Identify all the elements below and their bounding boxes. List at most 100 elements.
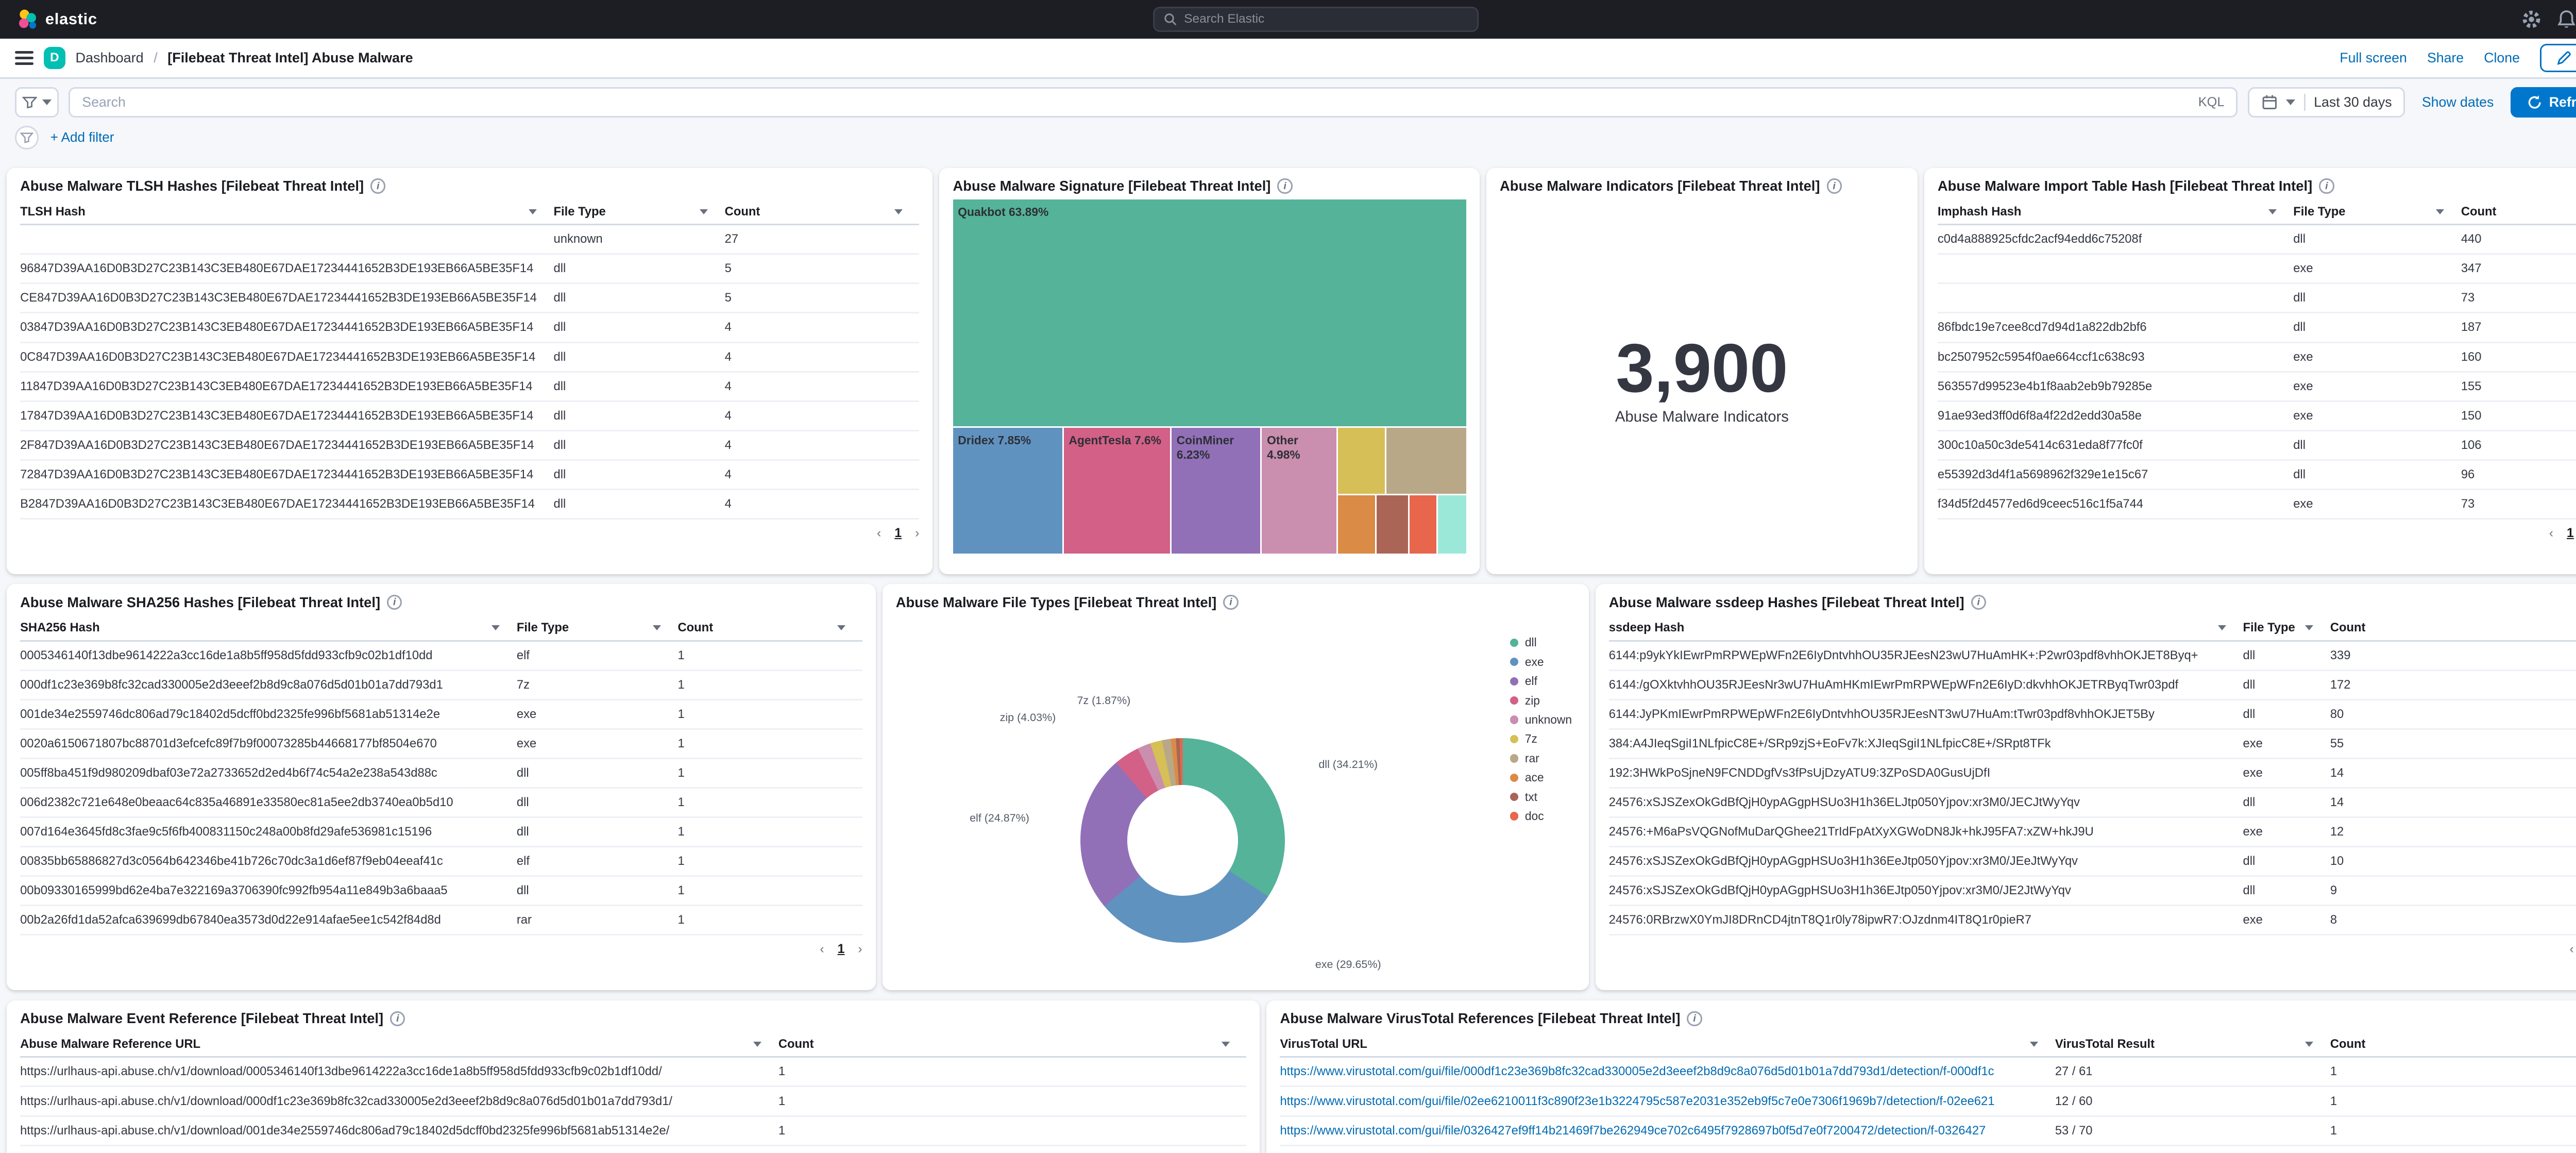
breadcrumb-separator	[154, 50, 158, 66]
table-row: 2F847D39AA16D0B3D27C23B143C3EB480E67DAE1…	[20, 430, 919, 460]
info-icon[interactable]: i	[390, 1011, 405, 1026]
column-header[interactable]: SHA256 Hash	[20, 615, 517, 641]
global-search[interactable]	[1154, 7, 1479, 32]
kql-language-toggle[interactable]: KQL	[2198, 95, 2225, 110]
legend-item[interactable]: zip	[1510, 694, 1572, 708]
table-cell: 17847D39AA16D0B3D27C23B143C3EB480E67DAE1…	[20, 401, 553, 430]
table-cell: 192:3HWkPoSjneN9FCNDDgfVs3fPsUjDzyATU9:3…	[1609, 759, 2243, 788]
panel-title: Abuse Malware SHA256 Hashes [Filebeat Th…	[20, 594, 862, 611]
legend-item[interactable]: dll	[1510, 636, 1572, 649]
show-dates-link[interactable]: Show dates	[2422, 94, 2494, 110]
treemap-block[interactable]	[1410, 495, 1438, 554]
legend-item[interactable]: elf	[1510, 674, 1572, 688]
treemap-block-dridex[interactable]: Dridex 7.85%	[953, 428, 1064, 554]
settings-gear-icon[interactable]	[2521, 9, 2541, 29]
table-cell: exe	[2243, 817, 2330, 847]
next-page-icon[interactable]: ›	[915, 526, 919, 541]
next-page-icon[interactable]: ›	[858, 942, 862, 957]
column-header[interactable]: Count	[778, 1032, 1246, 1057]
global-search-input[interactable]	[1184, 12, 1469, 26]
table-cell: 1	[2330, 1145, 2576, 1153]
breadcrumb-dashboard[interactable]: Dashboard	[76, 50, 144, 66]
cell-link[interactable]: https://www.virustotal.com/gui/file/000d…	[1280, 1064, 1994, 1078]
clone-button[interactable]: Clone	[2484, 50, 2520, 66]
column-header[interactable]: File Type	[517, 615, 678, 641]
column-header[interactable]: File Type	[2243, 615, 2330, 641]
table-cell: 000df1c23e369b8fc32cad330005e2d3eeef2b8d…	[20, 670, 517, 699]
time-range-value[interactable]: Last 30 days	[2314, 94, 2392, 110]
treemap-block-agenttesla[interactable]: AgentTesla 7.6%	[1064, 428, 1172, 554]
treemap-block[interactable]	[1377, 495, 1410, 554]
info-icon[interactable]: i	[1223, 595, 1238, 610]
share-button[interactable]: Share	[2427, 50, 2464, 66]
legend-item[interactable]: txt	[1510, 790, 1572, 804]
info-icon[interactable]: i	[387, 595, 402, 610]
legend-item[interactable]: ace	[1510, 771, 1572, 784]
full-screen-button[interactable]: Full screen	[2340, 50, 2407, 66]
table-cell: dll	[554, 313, 725, 342]
table-cell: 155	[2461, 372, 2576, 401]
legend-label: exe	[1525, 655, 1544, 669]
info-icon[interactable]: i	[1277, 178, 1292, 193]
prev-page-icon[interactable]: ‹	[2570, 942, 2574, 957]
legend-item[interactable]: unknown	[1510, 713, 1572, 727]
info-icon[interactable]: i	[1971, 595, 1986, 610]
treemap-block[interactable]	[1438, 495, 1466, 554]
column-header[interactable]: VirusTotal Result	[2055, 1032, 2330, 1057]
info-icon[interactable]: i	[370, 178, 385, 193]
table-cell: 6144:/gOXktvhhOU35RJEesNr3wU7HuAmHKmIEwr…	[1609, 670, 2243, 699]
column-header[interactable]: Abuse Malware Reference URL	[20, 1032, 778, 1057]
prev-page-icon[interactable]: ‹	[877, 526, 881, 541]
filter-settings-icon[interactable]	[15, 126, 39, 149]
legend-item[interactable]: rar	[1510, 751, 1572, 765]
query-search-input[interactable]	[82, 94, 2190, 110]
info-icon[interactable]: i	[2319, 178, 2334, 193]
info-icon[interactable]: i	[1687, 1011, 1702, 1026]
date-picker[interactable]: Last 30 days	[2248, 87, 2405, 118]
edit-button[interactable]: Edit	[2540, 44, 2576, 72]
table-cell: 1	[778, 1145, 1246, 1153]
table-cell: exe	[517, 699, 678, 729]
table-row: 0005346140f13dbe9614222a3cc16de1a8b5ff95…	[20, 641, 862, 670]
prev-page-icon[interactable]: ‹	[820, 942, 824, 957]
prev-page-icon[interactable]: ‹	[2549, 526, 2553, 541]
menu-hamburger-icon[interactable]	[15, 51, 33, 65]
legend-item[interactable]: exe	[1510, 655, 1572, 669]
elastic-logo[interactable]: elastic	[17, 8, 97, 30]
alerts-bell-icon[interactable]	[2556, 9, 2576, 29]
table-row: https://urlhaus-api.abuse.ch/v1/download…	[20, 1145, 1246, 1153]
page-number[interactable]: 1	[894, 526, 902, 541]
info-icon[interactable]: i	[1827, 178, 1842, 193]
column-header[interactable]: ssdeep Hash	[1609, 615, 2243, 641]
column-header[interactable]: Imphash Hash	[1938, 199, 2293, 225]
table-cell: 4	[725, 489, 920, 519]
column-header[interactable]: File Type	[554, 199, 725, 225]
treemap-block-coinminer[interactable]: CoinMiner 6.23%	[1172, 428, 1262, 554]
column-header[interactable]: Count	[677, 615, 862, 641]
page-number[interactable]: 1	[838, 942, 845, 957]
page-number[interactable]: 1	[2567, 526, 2574, 541]
cell-link[interactable]: https://www.virustotal.com/gui/file/0326…	[1280, 1124, 1986, 1138]
treemap-block[interactable]	[1338, 428, 1387, 495]
column-header[interactable]: Count	[2461, 199, 2576, 225]
refresh-button[interactable]: Refresh	[2511, 87, 2576, 118]
add-filter-button[interactable]: + Add filter	[50, 129, 114, 145]
file-types-donut[interactable]	[1080, 738, 1285, 943]
column-header[interactable]: Count	[725, 199, 920, 225]
legend-item[interactable]: doc	[1510, 809, 1572, 823]
cell-link[interactable]: https://www.virustotal.com/gui/file/02ee…	[1280, 1094, 1994, 1108]
treemap-block-quakbot[interactable]: Quakbot 63.89%	[953, 199, 1466, 428]
column-header[interactable]: Count	[2330, 615, 2576, 641]
column-header[interactable]: File Type	[2293, 199, 2461, 225]
treemap-block[interactable]	[1386, 428, 1466, 495]
column-header[interactable]: TLSH Hash	[20, 199, 553, 225]
treemap-block[interactable]	[1338, 495, 1377, 554]
table-cell: 14	[2330, 788, 2576, 817]
legend-item[interactable]: 7z	[1510, 732, 1572, 746]
saved-query-menu-button[interactable]	[15, 87, 59, 118]
treemap-block-other[interactable]: Other 4.98%	[1262, 428, 1337, 554]
column-header[interactable]: Count	[2330, 1032, 2576, 1057]
column-header[interactable]: VirusTotal URL	[1280, 1032, 2055, 1057]
space-avatar[interactable]: D	[44, 47, 65, 69]
